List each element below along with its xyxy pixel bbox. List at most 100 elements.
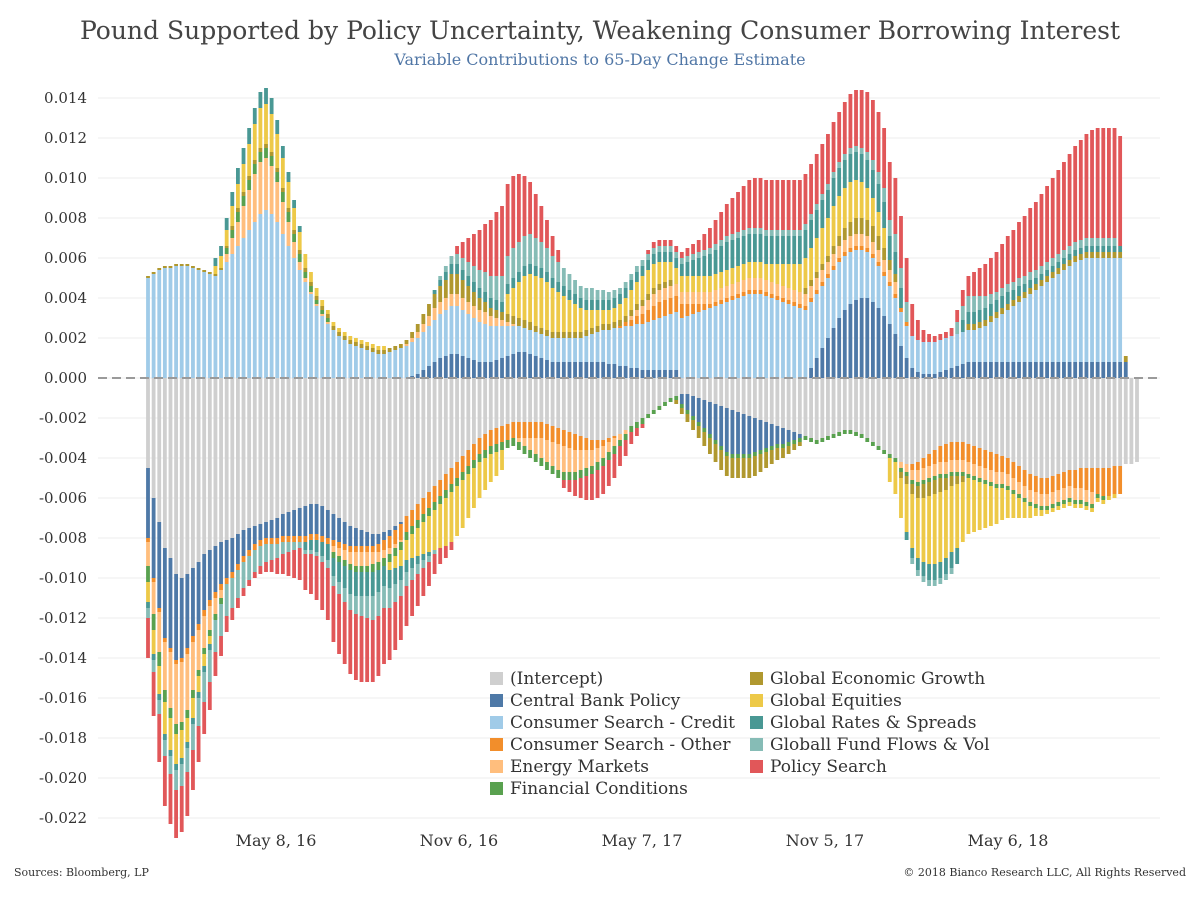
bar-segment	[1090, 504, 1094, 508]
bar-segment	[595, 290, 600, 300]
bar-segment	[224, 584, 229, 616]
bar-segment	[960, 460, 965, 472]
bar-segment	[488, 308, 493, 316]
bar-segment	[309, 292, 313, 294]
bar-segment	[854, 432, 858, 436]
bar-segment	[803, 288, 808, 294]
bar-segment	[994, 300, 999, 312]
bar-segment	[174, 664, 179, 724]
bar-segment	[421, 314, 426, 324]
bar-segment	[786, 288, 791, 300]
bar-segment	[196, 726, 201, 762]
bar-segment	[983, 308, 988, 320]
bar-segment	[309, 282, 313, 286]
bar-segment	[1039, 274, 1044, 280]
bar-segment	[797, 308, 802, 378]
bar-segment	[258, 162, 263, 214]
bar-segment	[859, 182, 864, 218]
bar-segment	[826, 262, 830, 274]
bar-segment	[781, 298, 785, 302]
bar-segment	[398, 522, 403, 524]
bar-segment	[769, 294, 774, 298]
bar-segment	[578, 450, 583, 470]
bar-segment	[410, 568, 415, 580]
bar-segment	[944, 490, 948, 558]
bar-segment	[236, 212, 240, 222]
bar-segment	[634, 316, 639, 324]
bar-segment	[275, 538, 280, 544]
bar-segment	[865, 298, 870, 378]
bar-segment	[258, 378, 263, 524]
bar-segment	[247, 230, 252, 378]
bar-segment	[646, 260, 651, 270]
bar-segment	[899, 268, 903, 288]
bar-segment	[151, 630, 156, 654]
bar-segment	[528, 354, 533, 378]
bar-segment	[977, 296, 982, 310]
bar-segment	[207, 272, 212, 274]
bar-segment	[966, 296, 971, 312]
bar-segment	[932, 374, 937, 378]
bar-segment	[297, 542, 302, 548]
bar-segment	[224, 230, 229, 246]
bar-segment	[359, 530, 364, 546]
bar-segment	[803, 230, 808, 258]
bar-segment	[764, 230, 769, 236]
bar-segment	[595, 462, 600, 470]
bar-segment	[1101, 246, 1106, 252]
bar-segment	[578, 478, 583, 498]
bar-segment	[899, 308, 903, 312]
bar-segment	[438, 280, 443, 286]
bar-segment	[870, 226, 875, 242]
bar-segment	[634, 304, 639, 310]
bar-segment	[679, 252, 684, 258]
bar-segment	[320, 556, 325, 562]
bar-segment	[264, 544, 268, 562]
bar-segment	[927, 580, 931, 586]
bar-segment	[842, 310, 847, 378]
bar-segment	[219, 598, 223, 604]
bar-segment	[376, 544, 381, 552]
bar-segment	[949, 336, 954, 368]
bar-segment	[618, 294, 622, 304]
bar-segment	[724, 298, 729, 302]
bar-segment	[921, 484, 926, 498]
bar-segment	[590, 288, 594, 300]
bar-segment	[910, 548, 915, 558]
bar-segment	[466, 302, 471, 314]
bar-segment	[938, 340, 943, 372]
bar-segment	[1005, 236, 1010, 284]
bar-segment	[325, 324, 330, 378]
bar-segment	[910, 378, 915, 464]
bar-segment	[713, 250, 718, 274]
bar-segment	[432, 378, 437, 486]
bar-segment	[741, 414, 746, 454]
bar-segment	[286, 182, 291, 208]
bar-segment	[179, 722, 184, 730]
bar-segment	[634, 266, 639, 272]
bar-segment	[162, 268, 167, 378]
bar-segment	[213, 258, 218, 266]
bar-segment	[595, 448, 600, 462]
bar-segment	[1101, 128, 1106, 238]
bar-segment	[977, 322, 982, 328]
bar-segment	[410, 342, 415, 376]
bar-segment	[1101, 258, 1106, 362]
legend-swatch	[750, 760, 763, 773]
bar-segment	[977, 310, 982, 322]
bar-segment	[708, 308, 712, 378]
bar-segment	[994, 362, 999, 378]
bar-segment	[1078, 260, 1083, 362]
bar-segment	[1033, 284, 1038, 290]
bar-segment	[162, 740, 167, 756]
bar-segment	[505, 284, 510, 294]
bar-segment	[179, 764, 184, 786]
bar-segment	[511, 316, 516, 324]
bar-segment	[803, 306, 808, 310]
bar-segment	[747, 228, 752, 234]
bar-segment	[185, 748, 190, 772]
bar-segment	[157, 666, 162, 694]
bar-segment	[280, 146, 285, 158]
bar-segment	[174, 724, 179, 734]
bar-segment	[556, 362, 561, 378]
